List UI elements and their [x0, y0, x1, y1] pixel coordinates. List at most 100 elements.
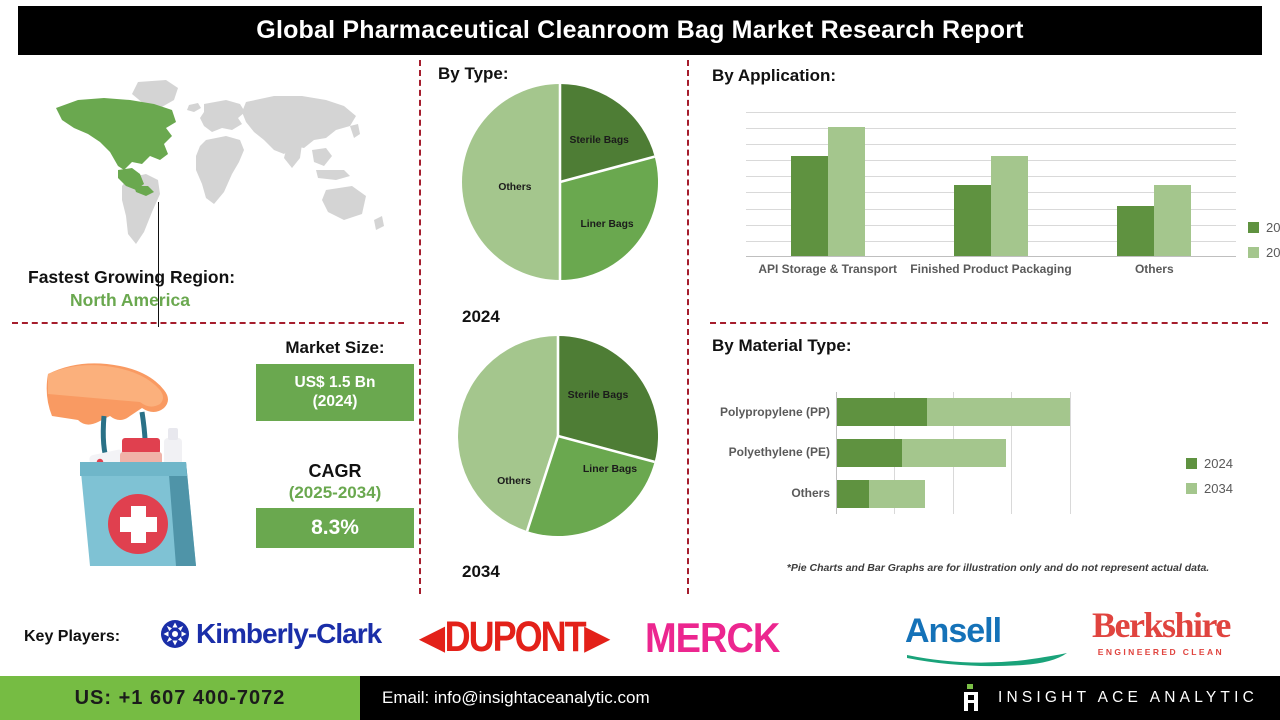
by-type-title: By Type:	[438, 64, 509, 83]
market-size-value-box: US$ 1.5 Bn (2024)	[256, 364, 414, 421]
logo-kimberly-clark: Kimberly-Clark	[160, 618, 382, 650]
material-category-1: Polypropylene (PP)	[719, 404, 830, 419]
market-size-stats: Market Size: US$ 1.5 Bn (2024) CAGR (202…	[256, 338, 414, 548]
by-type-2034-panel: Sterile Bags Liner Bags Others 2034	[430, 330, 682, 592]
bar-polypropylene-2034	[927, 398, 1070, 427]
ansell-swoosh-icon	[907, 653, 1067, 667]
dupont-wordmark: DUPONT	[444, 612, 587, 661]
fastest-growing-region-value: North America	[70, 289, 190, 310]
application-legend: 2024 2034	[1248, 220, 1280, 270]
application-category-labels: API Storage & Transport Finished Product…	[746, 262, 1236, 277]
by-application-panel: By Application:	[700, 60, 1280, 316]
ansell-wordmark: Ansell	[905, 612, 1002, 650]
footer-brand-name: INSIGHT ACE ANALYTIC	[997, 689, 1258, 706]
legend-item-2034: 2034	[1186, 481, 1233, 496]
material-bars	[836, 392, 1090, 514]
bar-others-2034	[1154, 184, 1192, 257]
footer-phone[interactable]: US: +1 607 400-7072	[0, 676, 360, 720]
application-category-1: API Storage & Transport	[758, 262, 898, 276]
map-leader-line	[158, 202, 159, 327]
bar-finished-product-2034	[990, 155, 1028, 257]
pie-2024-label-others: Others	[498, 182, 531, 193]
legend-label-2034: 2034	[1266, 245, 1280, 260]
material-category-3: Others	[791, 486, 830, 501]
pie-2024-label-liner: Liner Bags	[580, 219, 633, 230]
horizontal-divider-right	[710, 322, 1268, 324]
material-gridline-3	[1011, 392, 1013, 514]
chart-disclaimer: *Pie Charts and Bar Graphs are for illus…	[786, 562, 1210, 574]
key-players-band: Key Players: Kimberly-Clark ◀	[0, 596, 1280, 676]
map-caption: Fastest Growing Region: North America	[28, 267, 408, 312]
footer-brand: INSIGHT ACE ANALYTIC	[956, 683, 1258, 713]
fastest-growing-region-panel: Fastest Growing Region: North America	[8, 62, 414, 327]
berkshire-tagline: ENGINEERED CLEAN	[1097, 647, 1225, 657]
cagr-value-box: 8.3%	[256, 507, 414, 548]
application-plot-area	[746, 112, 1236, 257]
logo-merck: MERCK	[645, 615, 780, 663]
dupont-right-chevron-icon: ▶	[584, 619, 610, 655]
cagr-title: CAGR	[308, 460, 362, 481]
bar-polypropylene-2024	[836, 398, 928, 427]
footer-bar: US: +1 607 400-7072 Email: info@insighta…	[0, 676, 1280, 720]
pie-2034-label-liner: Liner Bags	[583, 463, 637, 475]
pie-chart-2024: Sterile Bags Liner Bags Others	[462, 84, 659, 280]
material-category-2: Polyethylene (PE)	[728, 445, 830, 460]
legend-swatch-2024-icon	[1186, 458, 1197, 469]
page-title: Global Pharmaceutical Cleanroom Bag Mark…	[256, 16, 1024, 44]
pie-2024-label-sterile: Sterile Bags	[569, 135, 629, 146]
material-category-labels: Polypropylene (PP) Polyethylene (PE) Oth…	[700, 392, 830, 514]
fastest-growing-region-label: Fastest Growing Region:	[28, 267, 236, 287]
material-plot-area	[836, 392, 1090, 514]
bar-api-storage-2024	[790, 155, 828, 257]
bar-others-2024	[1117, 206, 1155, 257]
vertical-divider-left	[419, 60, 421, 594]
bar-group-others	[1073, 112, 1236, 257]
market-size-panel: Market Size: US$ 1.5 Bn (2024) CAGR (202…	[8, 330, 414, 592]
material-y-axis	[836, 392, 837, 514]
pie-2034-year: 2034	[462, 562, 500, 581]
bar-row-polyethylene	[836, 438, 1090, 467]
bar-group-finished-product	[909, 112, 1072, 257]
material-legend: 2024 2034	[1186, 456, 1233, 506]
footer-email[interactable]: Email: info@insightaceanalytic.com	[382, 688, 650, 707]
material-gridline-4	[1069, 392, 1071, 514]
pie-2034-label-others: Others	[497, 475, 531, 487]
footer-dark-area: Email: info@insightaceanalytic.com INSIG…	[360, 676, 1280, 720]
by-material-type-title: By Material Type:	[712, 336, 852, 355]
cagr-period: (2025-2034)	[288, 482, 382, 502]
logo-ansell: Ansell	[905, 612, 1069, 667]
by-type-2024-panel: By Type: Sterile Bags Liner Bags Others …	[430, 60, 682, 330]
pie-chart-2034: Sterile Bags Liner Bags Others	[458, 336, 659, 536]
kimberly-clark-wordmark: Kimberly-Clark	[196, 618, 382, 649]
bar-row-others	[836, 479, 1090, 508]
pie-2034-label-sterile: Sterile Bags	[568, 389, 629, 401]
insight-ace-logo-icon	[956, 683, 986, 713]
key-players-label: Key Players:	[24, 628, 121, 645]
pharmacy-bag-illustration	[46, 354, 246, 569]
application-category-3: Others	[1134, 262, 1174, 276]
legend-label-2024: 2024	[1204, 456, 1233, 471]
application-category-2: Finished Product Packaging	[910, 262, 1072, 276]
market-size-value: US$ 1.5 Bn	[294, 374, 376, 391]
bar-others-2024	[836, 479, 870, 508]
bar-api-storage-2034	[827, 126, 865, 257]
legend-item-2024: 2024	[1186, 456, 1233, 471]
logo-berkshire: Berkshire ENGINEERED CLEAN	[1092, 604, 1231, 657]
merck-wordmark: MERCK	[645, 615, 780, 663]
market-size-year: (2024)	[312, 393, 358, 411]
application-bars	[746, 112, 1236, 257]
by-application-title: By Application:	[712, 66, 837, 85]
bar-group-api-storage	[746, 112, 909, 257]
dupont-left-chevron-icon: ◀	[420, 619, 445, 655]
logo-dupont: ◀ DUPONT ▶	[420, 612, 610, 660]
legend-label-2034: 2034	[1204, 481, 1233, 496]
berkshire-wordmark: Berkshire	[1092, 605, 1231, 645]
bar-polyethylene-2024	[836, 438, 903, 467]
header-bar: Global Pharmaceutical Cleanroom Bag Mark…	[18, 6, 1262, 55]
market-size-title: Market Size:	[285, 338, 385, 357]
bar-row-polypropylene	[836, 398, 1090, 427]
bar-others-2034	[869, 479, 925, 508]
application-x-axis	[746, 256, 1236, 257]
legend-swatch-2024-icon	[1248, 222, 1259, 233]
